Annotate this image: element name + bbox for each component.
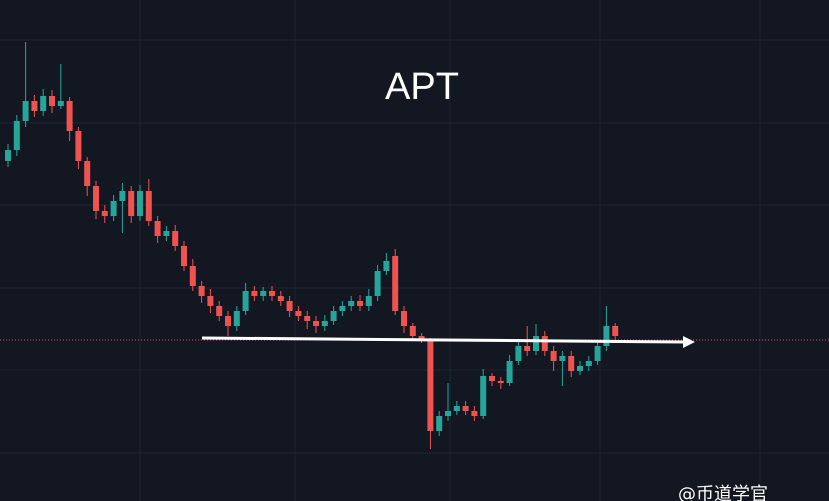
body (269, 291, 275, 296)
body (594, 346, 601, 361)
body (22, 101, 29, 121)
body (506, 361, 513, 383)
body (304, 316, 311, 321)
candles (5, 42, 619, 449)
body (110, 201, 117, 216)
body (339, 306, 346, 311)
body (13, 121, 20, 150)
body (436, 416, 443, 431)
body (5, 150, 11, 161)
body (119, 191, 126, 201)
body (612, 326, 619, 336)
body (31, 101, 38, 111)
body (453, 406, 460, 411)
body (462, 406, 469, 411)
body (84, 161, 91, 186)
body (57, 101, 64, 106)
body (480, 376, 487, 416)
body (49, 96, 55, 106)
body (128, 191, 135, 216)
body (163, 231, 170, 236)
body (233, 311, 240, 326)
chart-title: APT (385, 66, 459, 108)
body (365, 296, 372, 306)
body (374, 271, 381, 296)
body (348, 301, 355, 306)
body (181, 246, 187, 266)
body (550, 351, 557, 361)
body (603, 326, 610, 346)
body (154, 221, 161, 236)
body (216, 306, 223, 316)
body (357, 301, 363, 306)
watermark: @币道学官 (678, 484, 768, 501)
body (515, 346, 522, 361)
body (313, 321, 319, 326)
body (260, 291, 267, 296)
body (172, 231, 179, 246)
body (489, 376, 495, 381)
body (533, 336, 539, 351)
body (286, 301, 293, 311)
body (145, 191, 152, 221)
body (189, 266, 196, 286)
body (330, 311, 337, 321)
body (427, 341, 434, 431)
body (497, 381, 504, 383)
body (541, 336, 548, 351)
body (277, 296, 284, 301)
body (225, 316, 231, 326)
body (242, 291, 249, 311)
body (101, 211, 108, 216)
body (559, 356, 566, 361)
body (75, 131, 82, 161)
body (295, 311, 302, 316)
body (401, 311, 407, 326)
body (383, 261, 390, 271)
body (524, 346, 531, 351)
body (445, 411, 451, 416)
body (409, 326, 416, 336)
body (568, 356, 575, 371)
body (251, 291, 258, 296)
body (577, 366, 583, 371)
arrow (201, 336, 695, 348)
body (66, 101, 73, 131)
body (418, 336, 425, 339)
body (207, 296, 214, 306)
body (585, 361, 592, 366)
body (198, 286, 205, 296)
body (93, 186, 99, 211)
body (392, 256, 399, 311)
body (321, 321, 328, 326)
body (40, 96, 47, 111)
body (137, 191, 143, 216)
body (471, 411, 478, 416)
